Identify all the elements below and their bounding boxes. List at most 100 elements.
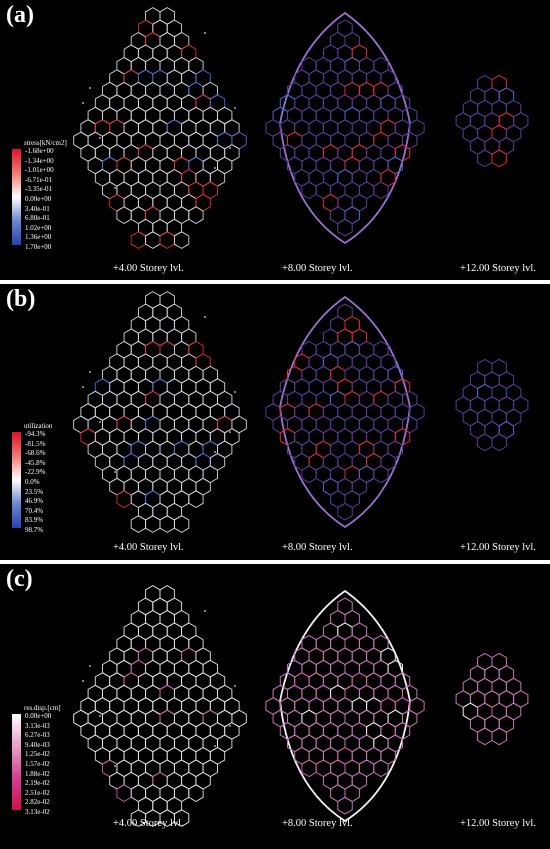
hex-cell (173, 515, 190, 533)
floor-outline (279, 589, 411, 823)
hex-plans-c (73, 585, 529, 827)
legend-ticks-b: -94.3% -81.5% -68.6% -45.8% -22.9% 0.0% 23.5% 4… (25, 430, 45, 536)
legend-tick: -68.6% (25, 449, 46, 458)
legend-ticks-c: 0.00e+00 3.13e-03 6.27e-03 9.40e-03 1.25e-02… (25, 712, 51, 818)
column-point (204, 316, 206, 318)
legend-tick: 3.13e-03 (25, 721, 50, 730)
level-label-4m-a: +4.00 Storey lvl. (113, 263, 184, 274)
level-label-4m-b: +4.00 Storey lvl. (113, 542, 184, 553)
level-label-8m-c: +8.00 Storey lvl. (282, 818, 353, 829)
legend-tick: 1.25e-02 (25, 750, 50, 759)
panel-label-a: (a) (6, 2, 34, 28)
legend-tick: -1.68e+00 (25, 147, 54, 155)
legend-colorbar-c (12, 714, 21, 810)
hex-cell (373, 181, 389, 200)
legend-tick: 98.7% (25, 525, 44, 534)
legend-tick: -3.35e-01 (25, 185, 53, 194)
column-point (114, 471, 116, 473)
hex-cell (337, 796, 353, 815)
hex-cell (145, 231, 161, 249)
hex-cell (491, 433, 507, 452)
hex-cell (188, 490, 204, 509)
column-point (114, 765, 116, 767)
column-point (229, 147, 231, 149)
hex-cell (373, 759, 389, 778)
floor-outline (279, 295, 411, 529)
column-point (99, 715, 101, 717)
hex-cell (373, 465, 389, 484)
legend-tick: 23.5% (25, 487, 44, 496)
level-label-12m-a: +12.00 Storey lvl. (460, 263, 536, 274)
legend-tick: 2.51e-02 (25, 788, 50, 797)
column-point (204, 32, 206, 34)
legend-title-a: stress[kN/cm2] (24, 139, 67, 147)
legend-tick: -94.3% (25, 430, 46, 438)
legend-tick: 0.00e+00 (25, 712, 52, 720)
hex-cell (477, 727, 493, 746)
column-point (229, 431, 231, 433)
legend-title-c: res.disp.[cm] (24, 704, 61, 712)
hex-cell (116, 784, 132, 803)
column-point (234, 391, 236, 393)
level-label-12m-b: +12.00 Storey lvl. (460, 542, 536, 553)
hex-plans-a (73, 7, 529, 249)
column-point (89, 665, 91, 667)
hex-cell (337, 502, 353, 521)
column-point (82, 680, 84, 682)
column-point (234, 107, 236, 109)
legend-title-b: utilization (24, 422, 53, 430)
column-point (214, 451, 216, 453)
legend-tick: 0.00e+00 (25, 194, 52, 203)
hex-cell (477, 149, 493, 168)
column-point (114, 187, 116, 189)
level-label-4m-c: +4.00 Storey lvl. (113, 818, 184, 829)
legend-tick: 3.40e-01 (25, 204, 50, 213)
hex-cell (301, 465, 317, 484)
column-point (234, 685, 236, 687)
hex-plans-b (73, 291, 529, 533)
column-point (214, 167, 216, 169)
hex-cell (116, 206, 132, 225)
hex-cell (491, 727, 507, 746)
column-point (204, 610, 206, 612)
hex-cell (301, 759, 317, 778)
legend-tick: -81.5% (25, 439, 46, 448)
hex-cell (116, 490, 132, 509)
legend-tick: -6.71e-01 (25, 175, 53, 184)
legend-tick: 1.70e+00 (25, 242, 52, 251)
legend-tick: 46.9% (25, 497, 44, 506)
hex-cell (188, 206, 204, 225)
legend-tick: 2.82e-02 (25, 798, 50, 807)
hex-cell (173, 231, 190, 249)
column-point (214, 745, 216, 747)
level-label-12m-c: +12.00 Storey lvl. (460, 818, 536, 829)
legend-tick: 2.19e-02 (25, 779, 50, 788)
legend-tick: -1.01e+00 (25, 166, 54, 175)
legend-tick: 83.9% (25, 516, 44, 525)
legend-tick: 1.88e-02 (25, 769, 50, 778)
panel-label-c: (c) (6, 566, 33, 592)
hex-cell (477, 433, 493, 452)
floor-outline (279, 11, 411, 245)
legend-tick: 70.4% (25, 506, 44, 515)
legend-tick: -1.34e+00 (25, 156, 54, 165)
legend-ticks-a: -1.68e+00 -1.34e+00 -1.01e+00 -6.71e-01 -3.3… (25, 147, 54, 253)
legend-tick: 9.40e-03 (25, 740, 50, 749)
legend-tick: 6.27e-03 (25, 731, 50, 740)
legend-tick: 0.0% (25, 477, 40, 486)
legend-tick: 1.57e-02 (25, 759, 50, 768)
legend-tick: 6.80e-01 (25, 214, 50, 223)
hex-cell (173, 809, 190, 827)
hex-cell (491, 149, 507, 168)
panel-b: (b) utilization -94.3% -81.5% -68.6% -45.8%… (0, 284, 550, 560)
column-point (82, 386, 84, 388)
level-label-8m-b: +8.00 Storey lvl. (282, 542, 353, 553)
column-point (89, 371, 91, 373)
legend-tick: -22.9% (25, 468, 46, 477)
legend-colorbar-a (12, 149, 21, 245)
hex-cell (159, 515, 175, 533)
column-point (99, 421, 101, 423)
panel-a: (a) stress[kN/cm2] -1.68e+00 -1.34e+00 -1.… (0, 0, 550, 280)
hex-cell (301, 181, 317, 200)
legend-tick: 3.13e-02 (25, 807, 50, 816)
